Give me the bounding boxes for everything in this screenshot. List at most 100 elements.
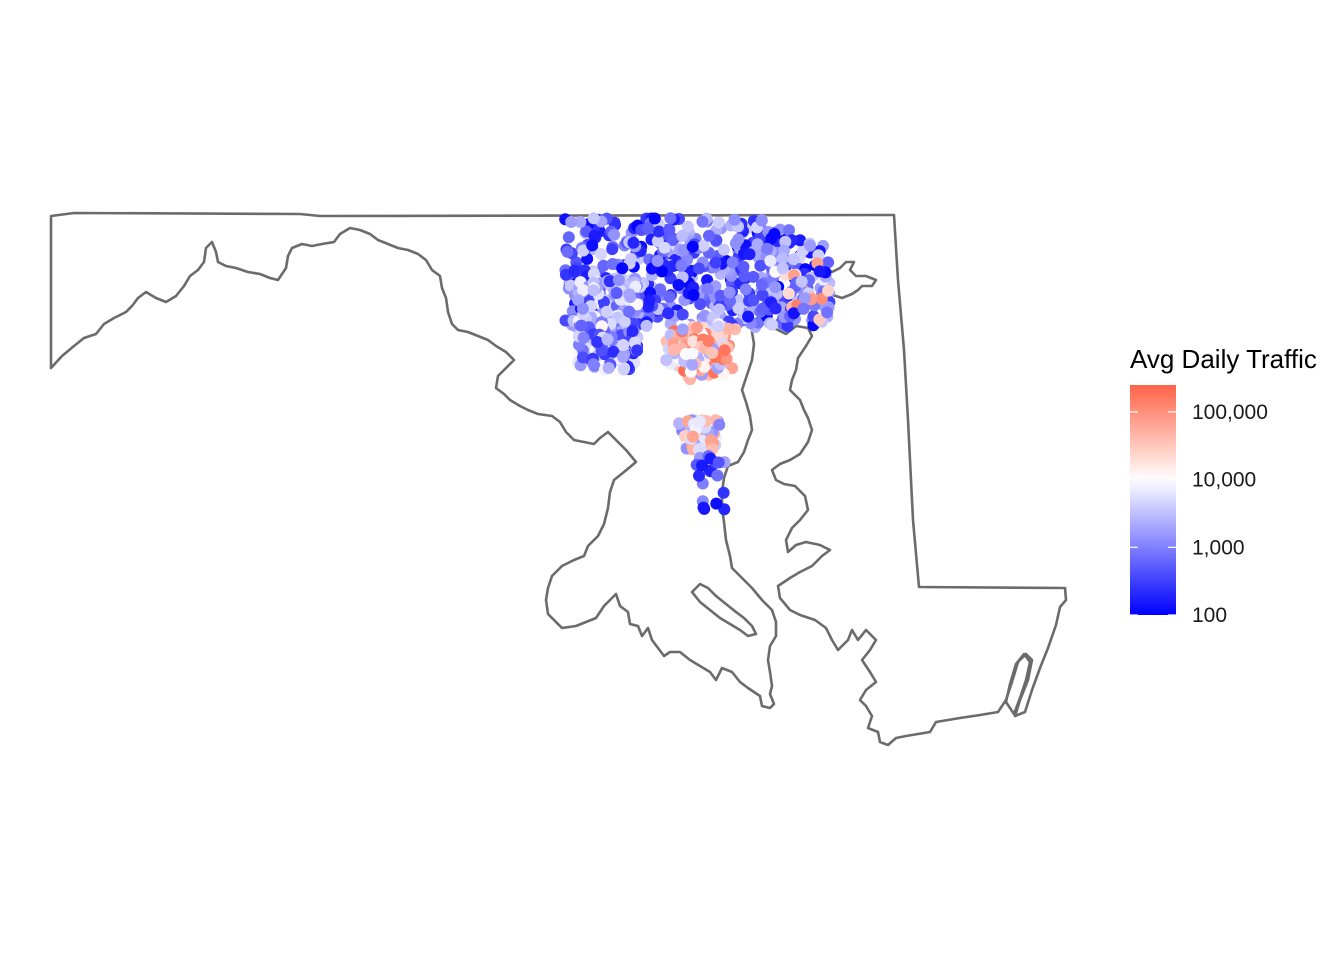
bridge-point [737,260,750,273]
bridge-point [712,456,725,469]
bridge-point [723,286,736,299]
bridge-point [787,253,800,266]
bridge-point [822,256,835,269]
bridge-point [574,216,587,228]
bridge-point [606,258,619,270]
bridge-point [693,442,706,455]
bridge-point [676,308,689,321]
bridge-point [651,255,664,267]
bridge-point [597,259,610,272]
bridge-point [755,214,768,227]
bridge-point [729,237,742,250]
bridge-point [821,306,834,319]
bridge-point [738,270,751,283]
bridge-point [662,307,675,320]
bridge-point [631,344,644,357]
bridge-point [576,302,589,315]
bridge-point [751,238,764,251]
bridge-point [607,345,620,358]
bridge-point [706,347,719,359]
bridge-point [756,289,769,302]
bridge-point [617,363,630,376]
bridge-point [743,248,756,261]
bridge-point [710,497,723,510]
bridge-point [797,302,810,315]
bridge-point [709,256,722,269]
bridge-point [813,265,826,278]
legend-tick-label: 100,000 [1192,401,1268,424]
bridge-point [576,351,589,364]
bridge-point [603,275,616,288]
bridge-point [640,319,653,332]
bridge-point [601,333,614,346]
bridge-point [703,229,715,242]
bridge-point [686,347,699,360]
bridge-point [663,223,676,236]
bridge-point [732,302,745,315]
legend-tick-label: 10,000 [1192,469,1256,492]
bridge-point [562,231,575,244]
bridge-point [813,313,826,326]
bridge-point [648,212,661,225]
bridge-point [681,220,694,233]
bridge-point [754,259,767,272]
bridge-point [675,259,688,272]
bridge-point [602,362,615,374]
bridge-point [726,362,739,375]
bridge-point [795,275,808,288]
bridge-point [627,236,640,249]
bridge-point [761,242,774,255]
bridge-point [612,274,625,286]
bridge-point [694,298,707,311]
bridge-point [608,228,621,241]
bridge-point [756,302,769,315]
bridge-point [804,239,817,252]
bridge-point [776,252,789,265]
bridge-point [686,430,699,443]
bridge-point [701,283,714,295]
bridge-point [577,244,590,257]
bridge-point [711,469,724,482]
bridge-point [565,216,578,228]
bridge-point [726,256,739,269]
bridge-point [717,243,730,256]
bridge-point [595,248,608,260]
bridge-point [747,294,760,307]
bridge-point [623,305,636,318]
bridge-point [652,225,665,238]
bridge-point [722,322,735,335]
bridge-point [623,288,636,301]
bridge-point [606,243,619,256]
bridge-point [769,302,782,315]
bridge-point [600,305,613,318]
bridge-point [768,228,781,241]
bridge-point [663,291,676,303]
bridge-point [747,270,760,283]
bridge-point [693,415,706,428]
bridge-point [714,289,727,302]
legend-title: Avg Daily Traffic [1130,344,1317,374]
bridge-point [712,216,725,229]
bridge-point [696,215,709,228]
bridge-point [766,318,778,331]
bridge-point [724,295,736,307]
bridge-point [691,321,703,334]
bridge-point [687,289,700,301]
island-outline [690,582,758,638]
island-outline [1004,652,1032,716]
bridge-point [642,222,655,235]
bridge-point [591,336,604,348]
bridge-point [696,459,708,472]
bridge-point [728,213,741,226]
bridge-point [713,418,726,431]
bridge-point [717,486,730,499]
bridge-point [666,234,679,246]
bridge-point [617,351,629,363]
bridge-point [588,229,601,242]
bridge-point [686,240,699,253]
bridge-point [782,287,795,300]
bridge-point [739,283,752,296]
bridge-point [587,358,600,371]
bridge-point [617,339,630,351]
bridge-point [618,315,631,328]
